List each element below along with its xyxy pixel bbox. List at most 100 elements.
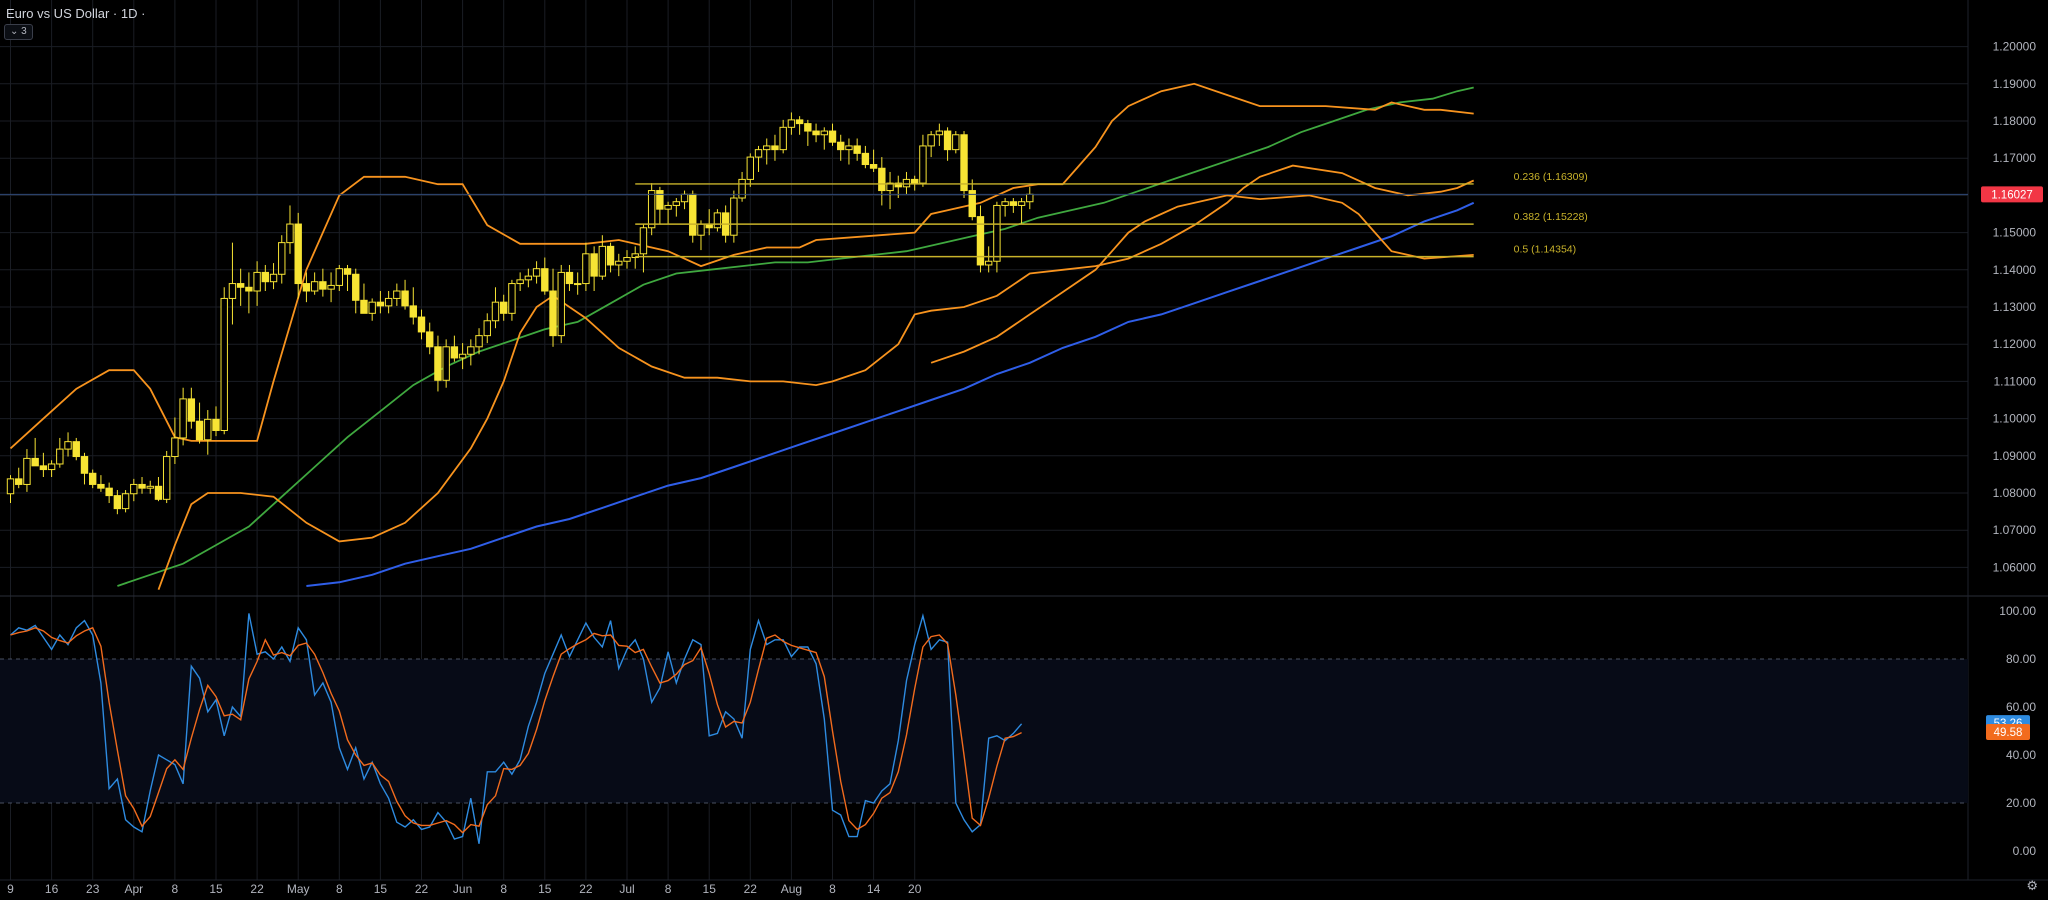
candle[interactable]: [310, 272, 319, 295]
candle[interactable]: [763, 138, 771, 165]
candle[interactable]: [532, 261, 541, 284]
candle[interactable]: [47, 460, 56, 478]
candle[interactable]: [80, 452, 89, 485]
candle[interactable]: [204, 410, 212, 455]
candle[interactable]: [360, 283, 368, 314]
candle[interactable]: [911, 175, 919, 191]
candle[interactable]: [253, 261, 261, 306]
candle[interactable]: [245, 272, 253, 314]
candles[interactable]: [6, 112, 1034, 515]
candle[interactable]: [105, 482, 113, 504]
candle[interactable]: [615, 253, 623, 277]
candle[interactable]: [672, 198, 681, 217]
candle[interactable]: [976, 205, 985, 273]
candle[interactable]: [828, 123, 837, 146]
candle[interactable]: [409, 287, 417, 325]
candle[interactable]: [121, 490, 130, 513]
candle[interactable]: [483, 313, 491, 344]
candle[interactable]: [434, 335, 442, 392]
candle[interactable]: [6, 475, 15, 504]
candle[interactable]: [475, 328, 483, 355]
candle[interactable]: [935, 123, 944, 146]
candle[interactable]: [779, 119, 787, 154]
candle[interactable]: [746, 153, 754, 187]
candle[interactable]: [639, 224, 648, 273]
candle[interactable]: [187, 387, 196, 429]
candle[interactable]: [327, 272, 335, 303]
legend-toggle-button[interactable]: ⌄ 3: [4, 24, 33, 40]
candle[interactable]: [606, 242, 615, 273]
candle[interactable]: [401, 279, 409, 310]
candle[interactable]: [335, 264, 344, 292]
candle[interactable]: [130, 478, 138, 502]
candle[interactable]: [417, 309, 426, 340]
candle[interactable]: [343, 264, 352, 292]
candle[interactable]: [368, 298, 376, 321]
candle[interactable]: [458, 343, 467, 370]
candle[interactable]: [919, 134, 927, 187]
candle[interactable]: [993, 201, 1001, 273]
candle[interactable]: [524, 268, 533, 288]
candle[interactable]: [23, 449, 31, 492]
candle[interactable]: [269, 263, 278, 290]
candle[interactable]: [261, 264, 270, 292]
candle[interactable]: [1009, 198, 1018, 213]
candle[interactable]: [845, 138, 853, 165]
candle[interactable]: [861, 145, 870, 169]
candle[interactable]: [72, 437, 80, 461]
candle[interactable]: [664, 201, 672, 225]
candle[interactable]: [220, 287, 228, 435]
candle[interactable]: [1017, 198, 1026, 225]
candle[interactable]: [376, 291, 385, 314]
candle[interactable]: [582, 242, 590, 292]
candle[interactable]: [647, 183, 656, 236]
candle[interactable]: [212, 406, 220, 437]
candle[interactable]: [598, 235, 607, 280]
candle[interactable]: [56, 437, 64, 468]
candle[interactable]: [39, 452, 48, 478]
candle[interactable]: [565, 264, 574, 292]
candle[interactable]: [162, 450, 171, 504]
candle[interactable]: [795, 116, 804, 135]
candle[interactable]: [960, 131, 968, 199]
candle[interactable]: [491, 287, 500, 329]
candle[interactable]: [508, 279, 516, 321]
candle[interactable]: [146, 480, 154, 494]
candle[interactable]: [294, 212, 302, 299]
candle[interactable]: [820, 127, 828, 150]
candle[interactable]: [804, 119, 812, 146]
candle[interactable]: [393, 283, 401, 306]
candle[interactable]: [195, 402, 204, 444]
candle[interactable]: [886, 171, 894, 210]
candle[interactable]: [771, 134, 779, 161]
candle[interactable]: [352, 268, 360, 314]
candle[interactable]: [713, 209, 722, 232]
candle[interactable]: [154, 477, 163, 502]
candle[interactable]: [549, 268, 557, 347]
candle[interactable]: [730, 190, 738, 243]
candle[interactable]: [557, 264, 565, 344]
candle[interactable]: [97, 475, 105, 492]
candle[interactable]: [869, 149, 878, 172]
candle[interactable]: [1001, 198, 1009, 217]
candle[interactable]: [631, 246, 639, 269]
candle[interactable]: [968, 179, 976, 221]
price-axis[interactable]: 1.200001.190001.180001.170001.160001.150…: [1993, 40, 2037, 575]
candle[interactable]: [837, 134, 845, 161]
candle[interactable]: [426, 322, 434, 355]
candle[interactable]: [623, 250, 631, 269]
stochastic-d-line[interactable]: [10, 626, 1022, 834]
candle[interactable]: [138, 477, 146, 494]
candle[interactable]: [754, 145, 763, 172]
candle[interactable]: [113, 490, 122, 515]
candle[interactable]: [467, 339, 475, 366]
candle[interactable]: [171, 417, 179, 464]
candle[interactable]: [31, 437, 39, 467]
candle[interactable]: [516, 272, 524, 292]
candle[interactable]: [943, 127, 952, 161]
candle[interactable]: [590, 246, 598, 292]
candle[interactable]: [902, 171, 911, 195]
gear-icon[interactable]: ⚙: [2026, 878, 2038, 893]
candle[interactable]: [442, 339, 450, 388]
